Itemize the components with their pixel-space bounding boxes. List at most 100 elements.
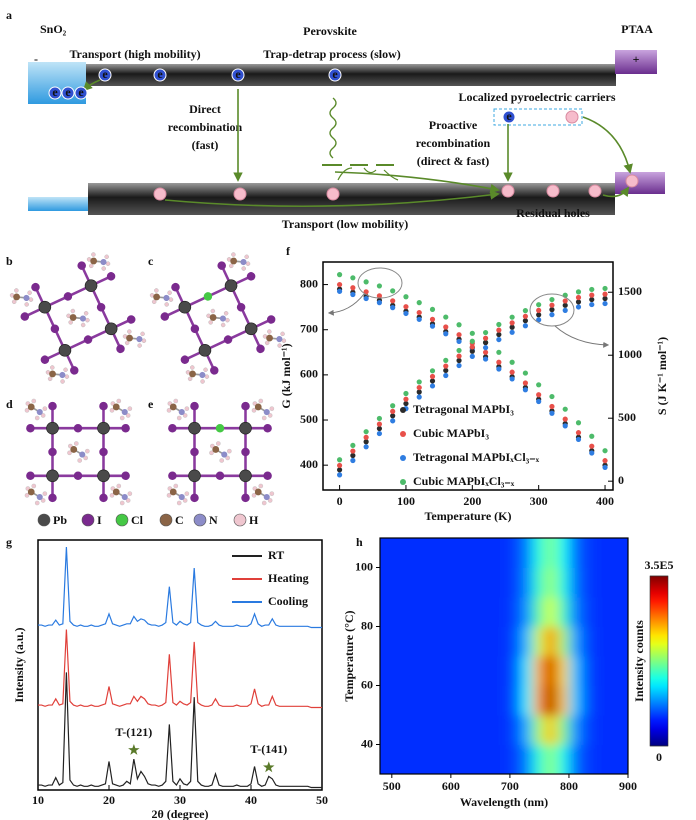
atom-h: [24, 302, 29, 307]
data-point: [536, 302, 542, 308]
heatmap-cell: [438, 714, 452, 745]
atom-h: [269, 491, 275, 496]
heatmap-cell: [544, 596, 558, 627]
x-tick-label: 20: [103, 793, 115, 807]
atom-h: [185, 370, 191, 375]
heatmap-cell: [473, 714, 487, 745]
x-tick-label: 300: [530, 494, 548, 508]
data-point: [469, 348, 475, 354]
heatmap-cell: [533, 538, 546, 568]
atom-n: [59, 371, 66, 379]
data-point: [482, 345, 489, 351]
heatmap-cell: [592, 685, 605, 716]
atom-h: [208, 320, 213, 325]
atom-h: [184, 491, 190, 496]
atom-h: [60, 379, 65, 384]
heatmap-cell: [615, 538, 628, 568]
legend-atom-label: Cl: [131, 513, 144, 527]
heatmap-cell: [380, 538, 393, 568]
data-point: [350, 448, 356, 454]
etl-label: SnO₂: [40, 22, 67, 36]
data-point: [416, 394, 422, 400]
heatmap-cell: [556, 685, 570, 716]
atom-h: [280, 331, 285, 337]
atom-h: [223, 311, 229, 316]
heatmap-cell: [473, 655, 487, 686]
y-axis-label: G (kJ mol⁻¹): [279, 343, 293, 408]
atom-i: [236, 302, 246, 312]
x-tick-label: 700: [501, 779, 519, 793]
atom-h: [83, 455, 88, 461]
data-point: [376, 421, 383, 427]
heatmap-cell: [544, 714, 558, 745]
heatmap-cell: [533, 714, 546, 745]
residual-holes: Residual holes: [516, 206, 590, 220]
data-point: [429, 383, 436, 389]
atom-i: [20, 312, 30, 321]
data-point: [469, 353, 475, 359]
heatmap-cell: [603, 714, 617, 745]
trap-hop: [363, 167, 377, 174]
heatmap-cell: [462, 567, 475, 598]
atom-i: [168, 471, 177, 481]
atom-h: [74, 441, 79, 446]
data-point: [390, 305, 396, 311]
atom-h: [40, 413, 46, 418]
atom-h: [225, 317, 230, 323]
heatmap-cell: [462, 538, 475, 568]
heatmap-cell: [497, 626, 511, 657]
electron-symbol: e: [235, 67, 241, 81]
data-point: [575, 430, 582, 436]
proactive-recombination: Proactive: [429, 118, 478, 132]
data-point: [562, 302, 568, 308]
heatmap-cell: [403, 538, 416, 568]
heatmap-cell: [615, 567, 628, 598]
atom-pb: [178, 300, 192, 314]
atom-h: [228, 263, 234, 269]
atom-h: [267, 329, 272, 334]
atom-i: [160, 312, 170, 321]
trap-detrap: Trap-detrap process (slow): [263, 47, 401, 61]
data-point: [482, 349, 489, 355]
annotation-arrow: [327, 293, 365, 316]
heatmap-cell: [497, 685, 511, 716]
hole: [588, 184, 602, 198]
data-point: [536, 392, 542, 398]
heatmap-cell: [462, 744, 475, 774]
data-point: [350, 442, 356, 449]
heatmap-cell: [438, 538, 452, 568]
data-point: [575, 304, 582, 310]
heatmap-cell: [414, 567, 428, 598]
y-tick-label: 80: [361, 618, 373, 632]
data-point: [443, 372, 449, 379]
atom-i: [99, 447, 108, 457]
heatmap-cell: [603, 596, 617, 627]
heatmap-cell: [473, 626, 487, 657]
atom-h: [14, 288, 19, 293]
atom-i: [210, 366, 219, 375]
data-point: [363, 279, 369, 285]
atom-pb: [244, 322, 258, 336]
data-point: [562, 298, 568, 304]
data-line: [38, 629, 322, 709]
trap-hop: [337, 167, 353, 181]
atom-pb: [239, 469, 252, 483]
heatmap-cell: [380, 744, 393, 774]
heatmap-cell: [509, 744, 523, 774]
y2-tick-label: 1500: [618, 284, 642, 298]
data-point: [390, 288, 396, 294]
atom-h: [204, 374, 210, 379]
atom-h: [122, 334, 128, 339]
heatmap-cell: [391, 744, 405, 774]
atom-i: [263, 471, 272, 481]
data-point: [416, 316, 422, 322]
atom-c: [169, 488, 177, 496]
data-point: [443, 363, 449, 369]
legend-atom-label: I: [97, 513, 102, 527]
direct-recombination: recombination: [168, 120, 243, 134]
panel-label: c: [148, 254, 154, 268]
data-point: [336, 457, 343, 463]
heatmap-cell: [485, 626, 499, 657]
heatmap-cell: [592, 596, 605, 627]
x-tick-label: 100: [397, 494, 415, 508]
